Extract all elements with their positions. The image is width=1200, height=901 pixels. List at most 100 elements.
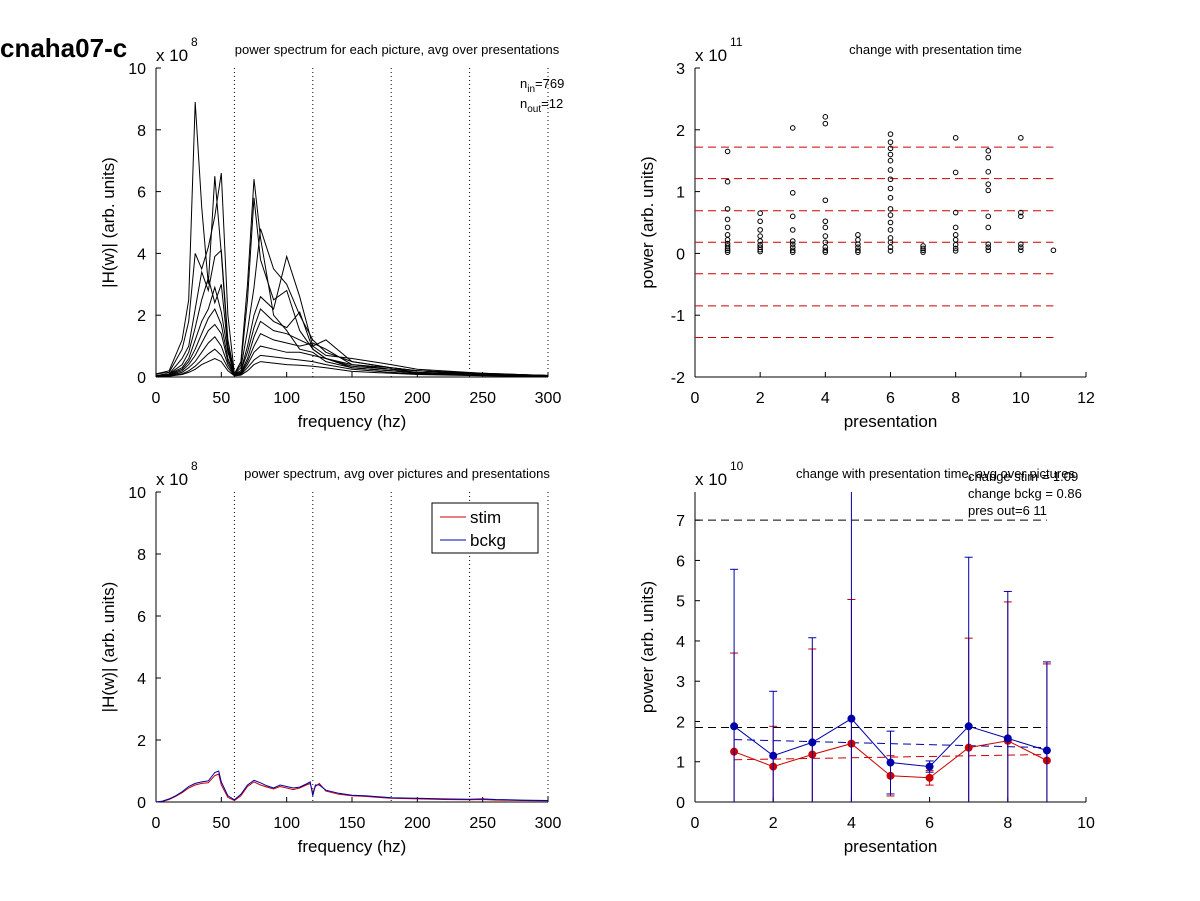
y-tick-label: 2	[137, 733, 146, 750]
spectrum-line	[155, 254, 549, 376]
scatter-point	[789, 227, 796, 233]
mean-point-bckg	[808, 738, 817, 747]
scatter-point	[789, 125, 796, 131]
change-annotation: pres out=6 11	[968, 503, 1047, 518]
spectrum-line	[155, 285, 549, 376]
scatter-point	[789, 213, 796, 220]
x-axis-label: presentation	[844, 837, 938, 856]
scatter-point	[887, 167, 894, 173]
scatter-point	[887, 157, 894, 164]
scatter-point	[724, 237, 731, 243]
y-axis-label: power (arb. units)	[638, 581, 657, 713]
annotation-value: =769	[535, 76, 564, 91]
scatter-point	[985, 213, 992, 220]
spectrum-line	[155, 101, 549, 376]
x-tick-label: 150	[339, 390, 366, 407]
scatter-point	[757, 248, 763, 255]
change-annotation: change bckg = 0.86	[968, 486, 1082, 501]
spectrum-line	[155, 173, 549, 376]
scatter-point	[1018, 241, 1024, 247]
spectrum-line	[155, 323, 549, 377]
scatter-point	[1050, 247, 1057, 254]
scatter-point	[724, 216, 731, 223]
spectrum-line-stim	[155, 773, 549, 803]
x-tick-label: 100	[273, 815, 300, 832]
x-tick-label: 300	[535, 815, 562, 832]
scatter-point	[789, 241, 796, 247]
scatter-point	[952, 224, 959, 231]
scatter-point	[985, 181, 992, 187]
scatter-point	[887, 212, 894, 218]
sample-count-annotation: nin=769	[520, 76, 564, 95]
y-exponent-power: 10	[730, 459, 744, 473]
x-tick-label: 10	[1077, 815, 1095, 832]
y-tick-label: 1	[676, 185, 685, 202]
scatter-point	[724, 247, 731, 254]
y-tick-label: 0	[137, 370, 146, 387]
scatter-point	[789, 190, 796, 196]
y-tick-label: 3	[676, 674, 685, 691]
scatter-point	[887, 206, 894, 212]
x-tick-label: 10	[1012, 390, 1030, 407]
scatter-point	[1018, 209, 1024, 216]
scatter-point	[724, 206, 731, 212]
mean-point-bckg	[847, 714, 856, 723]
scatter-point	[985, 247, 992, 254]
scatter-point	[887, 151, 894, 158]
x-tick-label: 6	[925, 815, 934, 832]
y-tick-label: 4	[137, 246, 146, 263]
x-tick-label: 250	[469, 390, 496, 407]
scatter-point	[985, 154, 992, 161]
scatter-point	[887, 131, 894, 137]
scatter-point	[855, 247, 861, 254]
scatter-point	[887, 185, 894, 192]
scatter-point	[789, 249, 796, 255]
plot-title: power spectrum, avg over pictures and pr…	[244, 466, 550, 481]
scatter-point	[952, 245, 959, 252]
y-exponent-base: x 10	[156, 470, 188, 489]
legend-label: bckg	[470, 531, 506, 550]
scatter-point	[724, 245, 731, 252]
scatter-point	[985, 244, 992, 251]
plot-title: change with presentation time, avg over …	[796, 466, 1075, 481]
scatter-point	[952, 248, 959, 254]
annotation-subscript: out	[527, 104, 541, 115]
annotation-symbol: n	[520, 76, 527, 91]
mean-point-bckg	[925, 762, 934, 771]
y-exponent-base: x 10	[695, 46, 727, 65]
y-tick-label: 2	[676, 714, 685, 731]
x-tick-label: 6	[886, 390, 895, 407]
scatter-point	[920, 249, 926, 255]
scatter-point	[887, 194, 894, 201]
scatter-point	[887, 244, 894, 251]
y-tick-label: 0	[676, 795, 685, 812]
y-exponent-base: x 10	[156, 46, 188, 65]
y-tick-label: 6	[676, 553, 685, 570]
x-tick-label: 0	[152, 815, 161, 832]
mean-point-stim	[925, 773, 934, 782]
y-tick-label: 10	[128, 485, 146, 502]
scatter-point	[822, 233, 829, 239]
y-tick-label: 3	[676, 61, 685, 78]
x-tick-label: 0	[691, 815, 700, 832]
scatter-point	[952, 135, 959, 141]
spectrum-line	[155, 307, 549, 376]
y-tick-label: 2	[137, 308, 146, 325]
scatter-point	[887, 176, 894, 183]
scatter-point	[757, 238, 763, 244]
mean-point-bckg	[1003, 734, 1012, 743]
spectrum-line-bckg	[155, 770, 549, 803]
scatter-point	[822, 247, 829, 254]
scatter-point	[887, 219, 894, 226]
x-tick-label: 250	[469, 815, 496, 832]
scatter-point	[724, 232, 731, 238]
scatter-point	[887, 248, 894, 254]
y-tick-label: 10	[128, 61, 146, 78]
y-tick-label: 8	[137, 547, 146, 564]
x-tick-label: 8	[951, 390, 960, 407]
scatter-point	[757, 218, 763, 225]
scatter-point	[985, 148, 992, 154]
